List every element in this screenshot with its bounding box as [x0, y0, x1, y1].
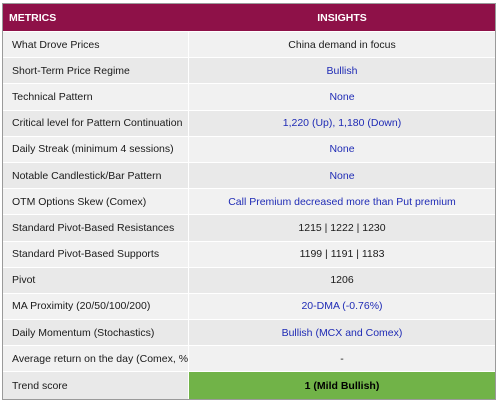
- insight-cell: -: [340, 352, 344, 365]
- table-row: Pivot 1206: [3, 267, 495, 294]
- metrics-header: METRICS: [9, 11, 57, 24]
- metric-cell: What Drove Prices: [3, 32, 189, 58]
- metric-cell: Standard Pivot-Based Resistances: [3, 215, 189, 241]
- metric-cell: Short-Term Price Regime: [3, 58, 189, 84]
- table-row: MA Proximity (20/50/100/200) 20-DMA (-0.…: [3, 293, 495, 321]
- insight-cell: None: [329, 90, 355, 103]
- metric-cell: Critical level for Pattern Continuation: [3, 110, 189, 136]
- table-row: Technical Pattern None: [3, 84, 495, 111]
- table-row: Daily Streak (minimum 4 sessions) None: [3, 136, 495, 163]
- insight-cell: 20-DMA (-0.76%): [301, 300, 383, 313]
- metric-cell: Average return on the day (Comex, %): [3, 346, 189, 372]
- table-row: Short-Term Price Regime Bullish: [3, 58, 495, 85]
- metric-cell: OTM Options Skew (Comex): [3, 189, 189, 215]
- table-header: METRICS INSIGHTS: [3, 4, 495, 32]
- insight-cell: None: [329, 143, 355, 156]
- table-row: OTM Options Skew (Comex) Call Premium de…: [3, 189, 495, 216]
- table-row: What Drove Prices China demand in focus: [3, 32, 495, 59]
- table-row: Critical level for Pattern Continuation …: [3, 110, 495, 137]
- metric-cell: Daily Momentum (Stochastics): [3, 320, 189, 346]
- insight-cell: 1,220 (Up), 1,180 (Down): [282, 117, 402, 130]
- table-row: Notable Candlestick/Bar Pattern None: [3, 162, 495, 190]
- insight-cell: Call Premium decreased more than Put pre…: [228, 195, 456, 208]
- metric-cell: Pivot: [3, 267, 189, 293]
- table-row: Standard Pivot-Based Supports 1199 | 119…: [3, 241, 495, 268]
- insight-cell: Bullish (MCX and Comex): [281, 326, 403, 339]
- trend-score-row: Trend score 1 (Mild Bullish): [3, 372, 495, 399]
- table-row: Daily Momentum (Stochastics) Bullish (MC…: [3, 320, 495, 347]
- insight-cell: Bullish: [326, 64, 358, 77]
- metrics-insights-table: METRICS INSIGHTS What Drove Prices China…: [2, 3, 496, 400]
- insight-cell: None: [329, 169, 355, 182]
- insight-cell: 1215 | 1222 | 1230: [298, 221, 386, 234]
- metric-cell: Notable Candlestick/Bar Pattern: [3, 162, 189, 189]
- metric-cell: Daily Streak (minimum 4 sessions): [3, 136, 189, 162]
- metric-cell: Technical Pattern: [3, 84, 189, 110]
- metric-cell: Standard Pivot-Based Supports: [3, 241, 189, 267]
- insights-header: INSIGHTS: [317, 11, 367, 24]
- metric-cell: Trend score: [3, 372, 189, 399]
- table-row: Standard Pivot-Based Resistances 1215 | …: [3, 215, 495, 242]
- insight-cell: 1199 | 1191 | 1183: [299, 248, 385, 261]
- insight-cell: China demand in focus: [288, 38, 396, 51]
- metric-cell: MA Proximity (20/50/100/200): [3, 293, 189, 320]
- insight-cell: 1206: [330, 274, 354, 287]
- table-row: Average return on the day (Comex, %) -: [3, 346, 495, 373]
- trend-score-value: 1 (Mild Bullish): [189, 372, 495, 399]
